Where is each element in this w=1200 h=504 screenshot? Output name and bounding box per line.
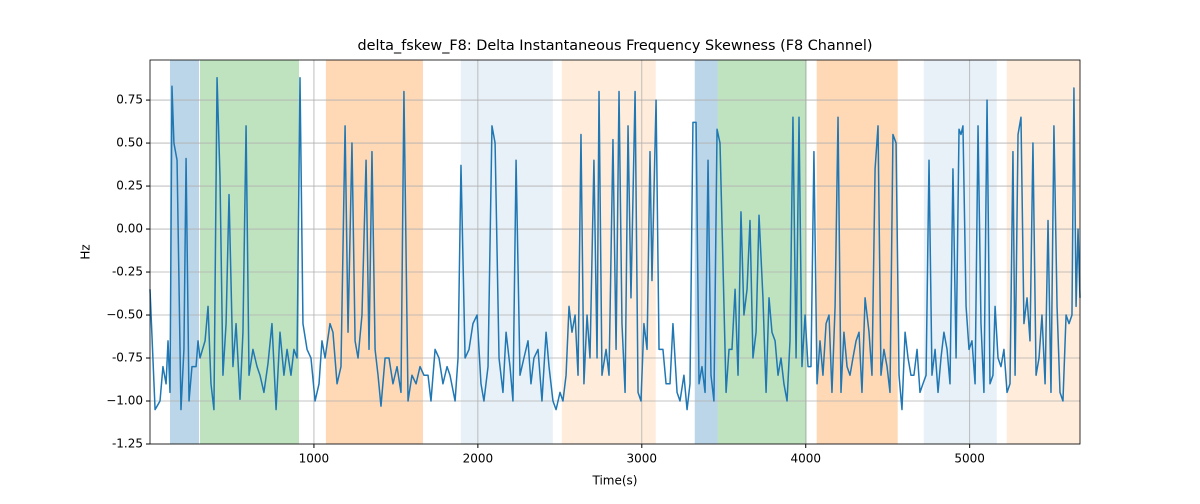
y-tick-label: 0.00: [116, 222, 143, 236]
shaded-span: [561, 60, 656, 444]
y-tick-label: 0.25: [116, 179, 143, 193]
x-tick-label: 3000: [627, 452, 658, 466]
data-line: [149, 76, 1081, 411]
x-tick-label: 2000: [463, 452, 494, 466]
x-tick-label: 5000: [954, 452, 985, 466]
y-tick-label: 0.50: [116, 136, 143, 150]
chart-title: delta_fskew_F8: Delta Instantaneous Freq…: [358, 38, 873, 54]
y-tick-label: 0.75: [116, 93, 143, 107]
y-tick-label: -1.25: [112, 437, 143, 451]
x-axis-label: Time(s): [592, 474, 638, 488]
x-tick-label: 4000: [790, 452, 821, 466]
y-tick-label: −0.50: [106, 308, 143, 322]
x-tick-label: 1000: [299, 452, 330, 466]
y-tick-label: −1.00: [106, 394, 143, 408]
shaded-span: [1006, 60, 1080, 444]
plot-frame: [149, 59, 1081, 445]
y-axis-label: Hz: [79, 244, 93, 259]
y-tick-label: -0.25: [112, 265, 143, 279]
shaded-span: [816, 60, 898, 444]
shaded-span: [460, 60, 553, 444]
y-tick-label: -0.75: [112, 351, 143, 365]
